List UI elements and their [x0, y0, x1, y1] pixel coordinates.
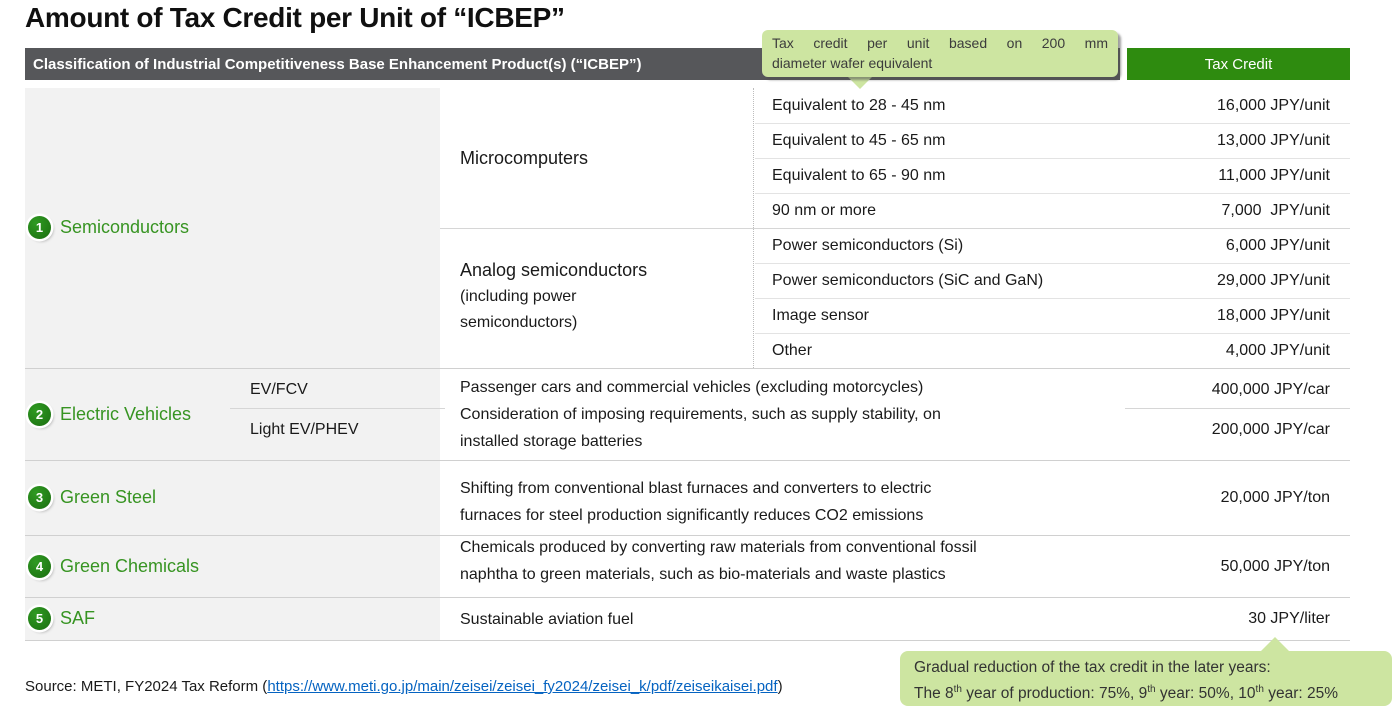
tax-credit-value: 11,000 JPY/unit: [1218, 166, 1330, 184]
source-line: Source: METI, FY2024 Tax Reform (https:/…: [25, 678, 783, 695]
table-row: 90 nm or more 7,000 JPY/unit: [755, 193, 1350, 228]
tax-credit-value: 20,000 JPY/ton: [1220, 489, 1330, 506]
table-row: Equivalent to 65 - 90 nm 11,000 JPY/unit: [755, 158, 1350, 193]
ev-label: Electric Vehicles: [60, 404, 192, 424]
wafer-equivalent-callout: Tax credit per unit based on 200 mm diam…: [762, 30, 1118, 77]
table-row: Other 4,000 JPY/unit: [755, 333, 1350, 368]
subcategory-label: 90 nm or more: [772, 201, 877, 219]
green-chemicals-category-panel: [25, 536, 440, 597]
number-badge-5: 5: [28, 607, 51, 630]
reduction-callout-line1: Gradual reduction of the tax credit in t…: [914, 659, 1271, 676]
tax-credit-value: 50,000 JPY/ton: [1220, 557, 1330, 575]
ev-description-line: Consideration of imposing requirements, …: [460, 406, 941, 423]
table-row: Power semiconductors (SiC and GaN) 29,00…: [755, 263, 1350, 298]
reduction-callout-line2: The 8th year of production: 75%, 9th yea…: [914, 684, 1338, 703]
wafer-callout-pointer-icon: [846, 75, 874, 89]
page-title: Amount of Tax Credit per Unit of “ICBEP”: [25, 2, 565, 33]
number-badge-3: 3: [28, 486, 51, 509]
row-divider: [755, 123, 1350, 124]
ev-category: 2 Electric Vehicles: [28, 403, 191, 426]
wafer-callout-line2: diameter wafer equivalent: [772, 54, 933, 71]
ev-description: Passenger cars and commercial vehicles (…: [460, 374, 941, 455]
table-bottom-divider: [25, 640, 1350, 641]
green-steel-description: Shifting from conventional blast furnace…: [460, 475, 931, 529]
tax-credit-value: 29,000 JPY/unit: [1217, 271, 1330, 289]
number-badge-1: 1: [28, 216, 51, 239]
subcategory-label: Equivalent to 28 - 45 nm: [772, 96, 946, 114]
tax-credit-value: 7,000 JPY/unit: [1221, 201, 1330, 219]
green-steel-description-line: furnaces for steel production significan…: [460, 507, 924, 524]
source-suffix: ): [777, 678, 783, 695]
semiconductors-category: 1 Semiconductors: [28, 216, 189, 239]
subcategory-label: Image sensor: [772, 306, 869, 324]
row-divider: [755, 193, 1350, 194]
green-chemicals-description-line: naphtha to green materials, such as bio-…: [460, 566, 946, 583]
microcomputers-type-cell: Microcomputers: [460, 147, 589, 168]
ev-category-panel: [25, 369, 440, 460]
analog-type-label: Analog semiconductors: [460, 260, 648, 280]
tax-credit-value: 13,000 JPY/unit: [1217, 131, 1330, 149]
ev-subtype-divider: [230, 408, 445, 409]
semiconductors-label: Semiconductors: [60, 217, 190, 237]
section-divider: [25, 368, 1350, 369]
section-divider: [25, 460, 1350, 461]
tax-credit-value: 16,000 JPY/unit: [1217, 96, 1330, 114]
analog-type-note: (including power semiconductors): [460, 288, 578, 331]
ev-value-divider: [1125, 408, 1350, 409]
semiconductors-category-panel: [25, 88, 440, 368]
tax-credit-value: 4,000 JPY/unit: [1225, 341, 1330, 359]
subcategory-label: Equivalent to 65 - 90 nm: [772, 166, 946, 184]
green-chemicals-category: 4 Green Chemicals: [28, 555, 199, 578]
source-link[interactable]: https://www.meti.go.jp/main/zeisei/zeise…: [267, 678, 778, 695]
ev-description-line: installed storage batteries: [460, 433, 643, 450]
gradual-reduction-callout: Gradual reduction of the tax credit in t…: [900, 651, 1392, 706]
table-row: Power semiconductors (Si) 6,000 JPY/unit: [755, 228, 1350, 263]
saf-label: SAF: [60, 608, 96, 628]
tax-credit-value: 400,000 JPY/car: [1211, 381, 1330, 398]
subcategory-label: Power semiconductors (Si): [772, 236, 964, 254]
green-steel-label: Green Steel: [60, 487, 157, 507]
row-divider: [755, 298, 1350, 299]
section-divider: [25, 535, 1350, 536]
subcategory-label: Equivalent to 45 - 65 nm: [772, 131, 946, 149]
green-steel-category-panel: [25, 461, 440, 535]
row-divider: [755, 333, 1350, 334]
row-divider: [755, 263, 1350, 264]
ev-subtype-lightev: Light EV/PHEV: [250, 421, 359, 438]
table-row: Image sensor 18,000 JPY/unit: [755, 298, 1350, 333]
row-divider: [755, 158, 1350, 159]
green-steel-category: 3 Green Steel: [28, 486, 156, 509]
analog-semiconductors-type-cell: Analog semiconductors (including power s…: [440, 228, 752, 368]
ev-subtype-evfcv: EV/FCV: [250, 381, 308, 398]
tax-credit-value: 18,000 JPY/unit: [1217, 306, 1330, 324]
tax-credit-value: 6,000 JPY/unit: [1225, 236, 1330, 254]
number-badge-4: 4: [28, 555, 51, 578]
saf-category-panel: [25, 598, 440, 640]
tax-credit-header: Tax Credit: [1127, 48, 1350, 80]
number-badge-2: 2: [28, 403, 51, 426]
group-divider: [440, 228, 1350, 229]
green-chemicals-description-line: Chemicals produced by converting raw mat…: [460, 539, 977, 556]
green-steel-description-line: Shifting from conventional blast furnace…: [460, 480, 932, 497]
table-row: Equivalent to 45 - 65 nm 13,000 JPY/unit: [755, 123, 1350, 158]
tax-credit-value: 30 JPY/liter: [1248, 610, 1330, 627]
reduction-callout-pointer-icon: [1260, 637, 1290, 652]
green-chemicals-description: Chemicals produced by converting raw mat…: [460, 534, 977, 588]
saf-description: Sustainable aviation fuel: [460, 610, 634, 628]
source-prefix: Source: METI, FY2024 Tax Reform (: [25, 678, 268, 695]
table-row: Equivalent to 28 - 45 nm 16,000 JPY/unit: [755, 88, 1350, 123]
ev-description-line: Passenger cars and commercial vehicles (…: [460, 379, 924, 396]
tax-credit-value: 200,000 JPY/car: [1211, 421, 1330, 438]
subcategory-label: Other: [772, 341, 813, 359]
saf-category: 5 SAF: [28, 607, 95, 630]
wafer-callout-line1: Tax credit per unit based on 200 mm: [772, 35, 1108, 51]
section-divider: [25, 597, 1350, 598]
subcategory-label: Power semiconductors (SiC and GaN): [772, 271, 1044, 289]
green-chemicals-label: Green Chemicals: [60, 556, 200, 576]
